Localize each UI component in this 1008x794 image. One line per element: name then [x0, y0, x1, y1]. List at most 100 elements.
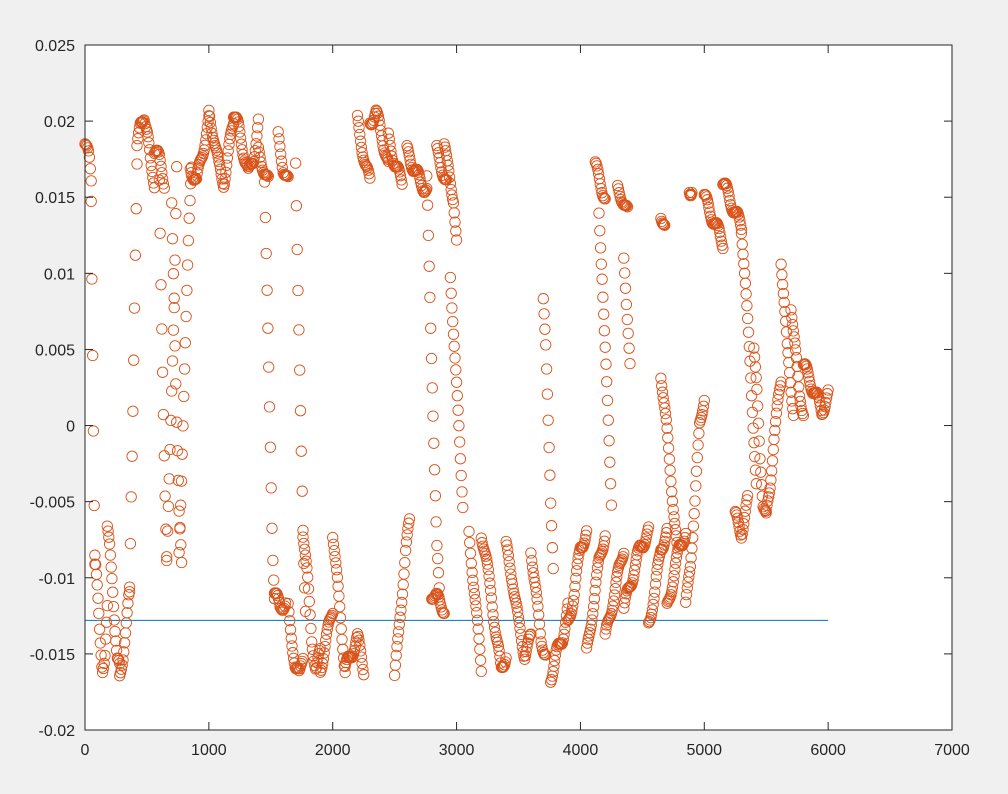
data-point	[570, 572, 582, 585]
data-point	[436, 606, 449, 618]
data-point	[450, 364, 462, 376]
data-point	[96, 661, 108, 673]
data-point	[265, 482, 277, 494]
data-point	[737, 248, 749, 260]
data-point	[667, 576, 679, 588]
data-point	[166, 385, 178, 397]
data-point	[108, 614, 120, 626]
data-point	[219, 173, 231, 185]
data-point	[666, 581, 679, 593]
data-point	[733, 211, 745, 223]
data-point	[521, 641, 533, 653]
data-point	[763, 487, 775, 499]
data-point	[659, 402, 671, 414]
data-point	[174, 523, 186, 535]
data-point	[396, 596, 408, 609]
data-point	[125, 491, 137, 503]
data-point	[611, 571, 623, 583]
data-point	[690, 465, 703, 477]
data-point	[500, 652, 512, 664]
data-point	[275, 148, 287, 160]
data-point	[820, 396, 832, 409]
data-point	[100, 616, 113, 628]
data-point	[285, 632, 297, 644]
data-point	[642, 521, 655, 533]
data-point	[153, 148, 165, 161]
data-point	[603, 613, 615, 625]
data-point	[171, 416, 183, 428]
data-point	[395, 174, 407, 186]
data-point	[159, 490, 171, 502]
data-point	[432, 552, 444, 565]
data-point	[618, 597, 631, 609]
data-point	[535, 636, 547, 648]
data-point	[306, 643, 319, 655]
data-point	[532, 600, 544, 613]
data-point	[293, 324, 305, 336]
data-point	[794, 395, 806, 408]
data-point	[697, 400, 710, 412]
data-point	[282, 170, 294, 183]
data-point	[787, 325, 799, 337]
data-point	[738, 511, 751, 524]
data-point	[173, 546, 185, 559]
data-point	[264, 441, 277, 453]
data-point	[591, 569, 603, 581]
data-point	[167, 268, 180, 280]
data-point	[390, 649, 402, 662]
data-point	[493, 645, 505, 657]
data-point	[488, 621, 501, 634]
data-point	[621, 583, 634, 595]
data-point	[607, 600, 619, 612]
data-point	[504, 562, 516, 574]
x-tick-label: 1000	[191, 742, 227, 759]
data-point	[89, 549, 101, 561]
data-point	[780, 315, 792, 327]
data-point	[755, 466, 767, 478]
data-point	[822, 384, 834, 396]
data-point	[663, 453, 676, 465]
data-point	[556, 637, 569, 649]
data-point	[221, 152, 234, 164]
data-point	[612, 183, 625, 195]
data-point	[474, 654, 487, 666]
data-point	[282, 597, 294, 610]
data-point	[795, 400, 807, 413]
data-point	[620, 298, 633, 311]
data-point	[819, 400, 831, 413]
data-point	[227, 118, 240, 130]
data-point	[95, 649, 107, 661]
data-point	[297, 524, 309, 537]
data-point	[475, 532, 487, 544]
data-point	[606, 604, 618, 617]
data-point	[320, 634, 332, 646]
data-point	[398, 568, 410, 580]
data-point	[578, 537, 590, 549]
x-tick-label: 5000	[686, 742, 722, 759]
data-point	[93, 607, 105, 620]
data-point	[160, 523, 172, 535]
data-point	[168, 301, 180, 314]
data-point	[428, 464, 441, 476]
data-point	[593, 207, 605, 219]
data-point	[429, 490, 442, 502]
data-point	[485, 592, 498, 604]
data-point	[749, 464, 762, 476]
data-point	[96, 666, 109, 679]
data-point	[717, 242, 729, 255]
data-point	[769, 424, 781, 437]
data-point	[427, 410, 439, 422]
data-point	[250, 138, 262, 150]
data-point	[820, 392, 833, 404]
data-point	[648, 592, 660, 605]
data-point	[667, 503, 679, 516]
data-point	[598, 535, 611, 547]
data-point	[145, 159, 157, 172]
data-point	[660, 414, 672, 426]
data-point	[649, 578, 662, 590]
data-point	[510, 597, 522, 609]
data-point	[563, 613, 575, 625]
data-point	[484, 577, 496, 589]
data-point	[166, 197, 178, 209]
data-point	[297, 531, 309, 543]
